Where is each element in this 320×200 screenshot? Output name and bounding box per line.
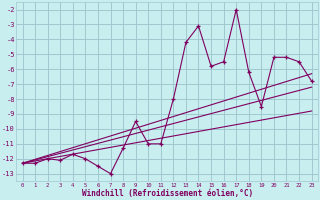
X-axis label: Windchill (Refroidissement éolien,°C): Windchill (Refroidissement éolien,°C) [82, 189, 252, 198]
